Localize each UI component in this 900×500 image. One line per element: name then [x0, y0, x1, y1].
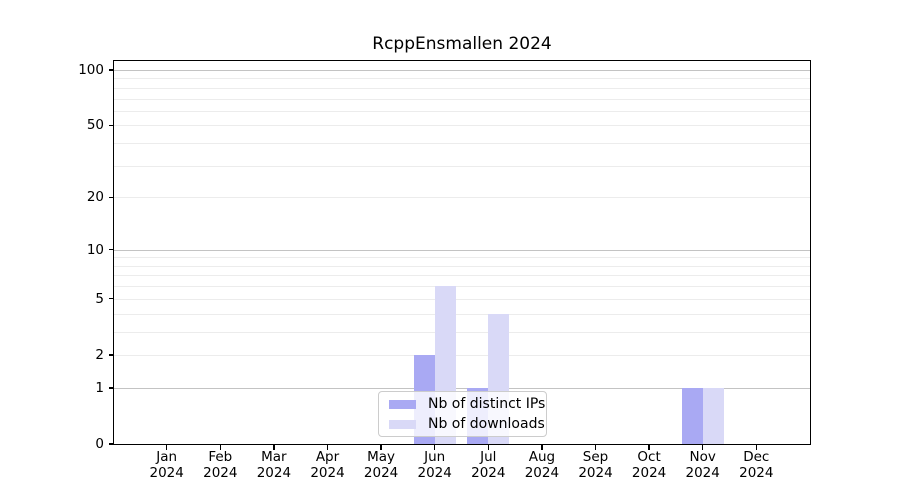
x-tick-year: 2024	[739, 464, 774, 481]
minor-gridline	[114, 257, 810, 259]
x-tick-mark	[594, 445, 597, 450]
y-tick-mark	[108, 124, 113, 127]
minor-gridline	[114, 331, 810, 333]
y-tick-label: 5	[95, 290, 104, 307]
x-tick-mark	[702, 445, 704, 450]
x-tick-year: 2024	[685, 464, 720, 481]
x-tick-mark	[219, 445, 221, 450]
y-tick-mark	[108, 248, 113, 251]
minor-gridline	[114, 286, 810, 288]
y-tick-label: 50	[86, 117, 104, 134]
x-tick-mark	[326, 445, 329, 450]
x-tick-label: Apr 2024	[288, 449, 368, 481]
minor-gridline	[114, 197, 810, 199]
major-gridline	[114, 249, 810, 251]
minor-gridline	[114, 78, 810, 80]
x-tick-year: 2024	[256, 464, 292, 481]
y-tick-mark	[108, 69, 113, 71]
x-tick-label: Nov 2024	[663, 449, 743, 481]
x-tick-year: 2024	[578, 464, 613, 481]
x-tick-label: Oct 2024	[609, 449, 689, 481]
x-tick-year: 2024	[631, 464, 667, 481]
x-tick-year: 2024	[310, 464, 345, 481]
x-tick-label: Sep 2024	[556, 449, 636, 481]
major-gridline	[114, 387, 810, 389]
y-tick-label: 100	[78, 62, 104, 78]
legend-swatch-distinct-ips	[389, 399, 416, 409]
x-tick-year: 2024	[203, 464, 238, 481]
x-tick-mark	[273, 445, 275, 450]
chart-title: RcppEnsmallen 2024	[372, 34, 552, 54]
y-tick-mark	[108, 443, 113, 445]
legend-label-distinct-ips: Nb of distinct IPs	[428, 396, 546, 412]
x-tick-label: Jun 2024	[395, 449, 475, 481]
x-tick-mark	[755, 445, 757, 450]
bar-distinct-ips	[681, 387, 703, 444]
x-tick-mark	[541, 445, 543, 450]
y-tick-label: 2	[95, 346, 104, 363]
minor-gridline	[114, 354, 810, 356]
legend-swatch-downloads	[389, 419, 416, 429]
legend-item-downloads: Nb of downloads	[389, 416, 546, 432]
x-tick-label: Jan 2024	[127, 449, 207, 481]
y-tick-label: 1	[95, 379, 104, 396]
y-tick-label: 10	[86, 241, 104, 258]
minor-gridline	[114, 98, 810, 100]
x-tick-label: Jul 2024	[448, 449, 528, 481]
x-tick-year: 2024	[363, 464, 399, 481]
y-tick-mark	[108, 298, 113, 300]
legend-label-downloads: Nb of downloads	[428, 416, 545, 432]
x-tick-label: Feb 2024	[180, 449, 260, 481]
x-tick-year: 2024	[417, 464, 452, 481]
y-tick-label: 0	[95, 436, 104, 452]
minor-gridline	[114, 143, 810, 145]
x-tick-label: May 2024	[341, 449, 421, 481]
minor-gridline	[114, 110, 810, 112]
x-tick-mark	[380, 445, 382, 450]
y-tick-mark	[108, 354, 113, 356]
minor-gridline	[114, 87, 810, 89]
x-tick-label: Mar 2024	[234, 449, 314, 481]
x-tick-year: 2024	[471, 464, 506, 481]
minor-gridline	[114, 275, 810, 277]
x-tick-mark	[434, 445, 436, 450]
x-tick-mark	[487, 445, 489, 450]
minor-gridline	[114, 265, 810, 267]
y-tick-label: 20	[86, 189, 104, 206]
minor-gridline	[114, 313, 810, 315]
minor-gridline	[114, 165, 810, 167]
x-tick-mark	[166, 445, 168, 450]
y-tick-mark	[108, 196, 113, 198]
minor-gridline	[114, 298, 810, 300]
x-tick-year: 2024	[524, 464, 560, 481]
y-tick-mark	[108, 387, 113, 389]
legend: Nb of distinct IPs Nb of downloads	[378, 391, 547, 437]
bar-downloads	[702, 387, 724, 444]
plot-area	[114, 61, 810, 444]
major-gridline	[114, 70, 810, 71]
minor-gridline	[114, 125, 810, 127]
x-tick-mark	[648, 445, 650, 450]
legend-item-distinct-ips: Nb of distinct IPs	[389, 396, 546, 412]
x-tick-label: Aug 2024	[502, 449, 582, 481]
x-tick-label: Dec 2024	[716, 449, 796, 481]
x-tick-year: 2024	[149, 464, 184, 481]
